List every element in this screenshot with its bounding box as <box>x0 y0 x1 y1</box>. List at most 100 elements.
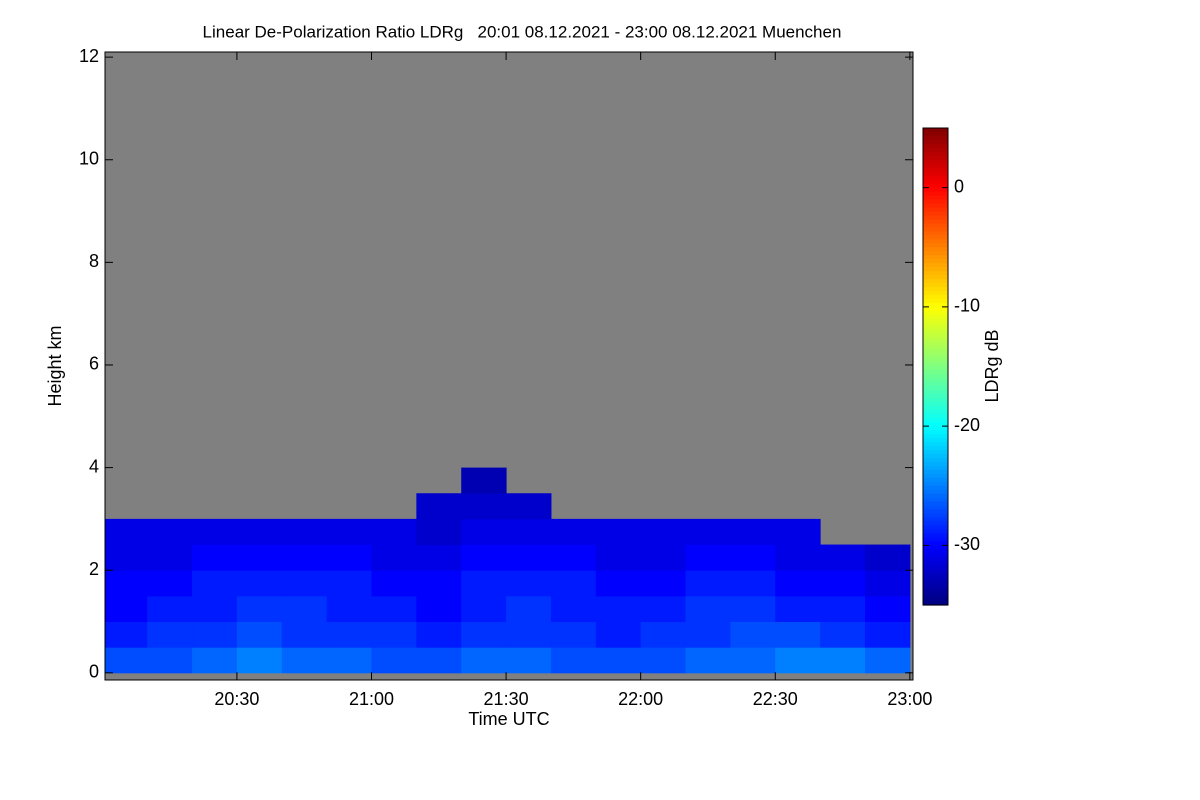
colorbar-segment <box>923 533 948 539</box>
heatmap-cell <box>461 544 507 571</box>
heatmap-cell <box>105 621 148 648</box>
colorbar-segment <box>923 350 948 356</box>
colorbar-segment <box>923 283 948 288</box>
heatmap-cell <box>864 647 911 674</box>
heatmap-cell <box>685 647 731 674</box>
colorbar-segment <box>923 287 948 292</box>
colorbar-segment <box>923 525 948 531</box>
colorbar-segment <box>923 131 948 137</box>
colorbar-segment <box>923 394 948 399</box>
colorbar-segment <box>923 410 948 415</box>
colorbar-segment <box>923 374 948 380</box>
colorbar-segment <box>923 509 948 515</box>
heatmap-cell <box>685 570 731 597</box>
colorbar-segment <box>923 175 948 181</box>
heatmap-cell <box>236 544 283 571</box>
heatmap-cell <box>595 544 642 571</box>
heatmap-cell <box>416 621 462 648</box>
heatmap-cell <box>820 621 866 648</box>
heatmap-cell <box>595 518 642 546</box>
colorbar-segment <box>923 565 948 570</box>
heatmap-cell <box>640 595 687 623</box>
y-tick-label: 6 <box>89 354 99 374</box>
heatmap-cell <box>105 518 148 546</box>
chart-title: Linear De-Polarization Ratio LDRg 20:01 … <box>203 22 842 41</box>
heatmap-cell <box>326 518 372 546</box>
colorbar-segment <box>923 469 948 475</box>
colorbar-segment <box>923 457 948 463</box>
heatmap-cell <box>775 621 821 648</box>
colorbar-segment <box>923 338 948 344</box>
colorbar-segment <box>923 434 948 439</box>
colorbar-segment <box>923 465 948 471</box>
heatmap-cell <box>506 544 552 571</box>
x-tick-label: 20:30 <box>214 689 259 709</box>
colorbar-segment <box>923 155 948 161</box>
heatmap-cell <box>236 647 283 674</box>
colorbar-segment <box>923 589 948 594</box>
y-tick-label: 4 <box>89 456 99 476</box>
heatmap-cell <box>236 518 283 546</box>
heatmap-cell <box>147 544 193 571</box>
colorbar-segment <box>923 481 948 487</box>
colorbar-segment <box>923 267 948 272</box>
heatmap-cell <box>416 493 462 520</box>
heatmap-cell <box>640 647 687 674</box>
colorbar-segment <box>923 167 948 173</box>
heatmap-cell <box>730 595 776 623</box>
heatmap-cell <box>147 595 193 623</box>
heatmap-cell <box>550 544 597 571</box>
colorbar-segment <box>923 334 948 340</box>
heatmap-cell <box>105 595 148 623</box>
heatmap-cell <box>281 647 328 674</box>
colorbar-segment <box>923 426 948 431</box>
x-tick-label: 23:00 <box>887 689 932 709</box>
colorbar-segment <box>923 195 948 201</box>
colorbar-segment <box>923 135 948 141</box>
heatmap-cell <box>326 647 372 674</box>
heatmap-cell <box>105 570 148 597</box>
colorbar-segment <box>923 545 948 550</box>
heatmap-cell <box>192 621 238 648</box>
heatmap-cell <box>820 647 866 674</box>
colorbar-segment <box>923 215 948 221</box>
colorbar-segment <box>923 227 948 232</box>
colorbar-segment <box>923 346 948 352</box>
heatmap-cell <box>281 544 328 571</box>
heatmap-cell <box>461 647 507 674</box>
colorbar-segment <box>923 207 948 213</box>
heatmap-cell <box>775 544 821 571</box>
colorbar-segment <box>923 477 948 483</box>
colorbar-segment <box>923 382 948 387</box>
heatmap-cell <box>820 544 866 571</box>
colorbar-segment <box>923 223 948 228</box>
colorbar-segment <box>923 453 948 459</box>
heatmap-cell <box>595 647 642 674</box>
colorbar-segment <box>923 275 948 280</box>
colorbar-segment <box>923 147 948 153</box>
colorbar-segment <box>923 259 948 264</box>
heatmap-cell <box>147 570 193 597</box>
colorbar-segment <box>923 306 948 312</box>
colorbar-segment <box>923 406 948 411</box>
colorbar-segment <box>923 569 948 574</box>
colorbar-segment <box>923 163 948 169</box>
y-tick-label: 10 <box>79 148 99 168</box>
heatmap-cell <box>595 570 642 597</box>
heatmap-cell <box>192 595 238 623</box>
plot-frame <box>104 51 914 681</box>
x-tick-label: 22:30 <box>753 689 798 709</box>
colorbar-segment <box>923 537 948 542</box>
heatmap-cell <box>595 621 642 648</box>
colorbar-tick-label: 0 <box>954 176 964 196</box>
colorbar-segment <box>923 390 948 395</box>
heatmap-cell <box>550 570 597 597</box>
heatmap-cell <box>281 621 328 648</box>
heatmap-cell <box>147 647 193 674</box>
y-tick-label: 2 <box>89 559 99 579</box>
colorbar-segment <box>923 422 948 427</box>
colorbar-segment <box>923 310 948 316</box>
heatmap-cell <box>281 518 328 546</box>
heatmap-cell <box>506 647 552 674</box>
